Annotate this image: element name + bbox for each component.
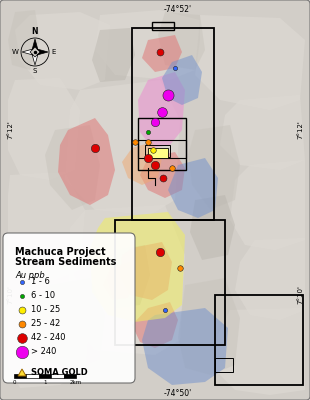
Bar bbox=[64, 374, 76, 378]
Polygon shape bbox=[8, 10, 40, 70]
Text: 42 - 240: 42 - 240 bbox=[31, 334, 65, 342]
Polygon shape bbox=[107, 245, 150, 308]
Bar bbox=[138, 118, 186, 170]
Text: 6 - 10: 6 - 10 bbox=[31, 292, 55, 300]
Polygon shape bbox=[58, 118, 115, 205]
Text: -74°52': -74°52' bbox=[164, 6, 192, 14]
Polygon shape bbox=[220, 95, 305, 170]
Text: 7°12': 7°12' bbox=[7, 121, 13, 139]
Text: Stream Sediments: Stream Sediments bbox=[15, 257, 116, 267]
Text: -74°50': -74°50' bbox=[164, 388, 192, 398]
Polygon shape bbox=[215, 308, 305, 395]
Polygon shape bbox=[138, 72, 185, 148]
Text: 7°10': 7°10' bbox=[7, 286, 13, 304]
Polygon shape bbox=[120, 242, 172, 300]
Polygon shape bbox=[22, 49, 33, 55]
Polygon shape bbox=[35, 278, 105, 370]
Polygon shape bbox=[8, 172, 85, 280]
Bar bbox=[14, 374, 26, 378]
Polygon shape bbox=[230, 160, 305, 250]
Text: 7°12': 7°12' bbox=[297, 121, 303, 139]
Text: 1: 1 bbox=[43, 380, 47, 385]
Polygon shape bbox=[32, 39, 38, 50]
Polygon shape bbox=[18, 369, 26, 376]
Bar bbox=[215, 295, 303, 385]
Polygon shape bbox=[188, 125, 240, 210]
Text: Machuca Project: Machuca Project bbox=[15, 247, 106, 257]
Bar bbox=[51, 374, 64, 378]
Polygon shape bbox=[140, 152, 185, 198]
Bar bbox=[39, 374, 51, 378]
Bar bbox=[132, 28, 214, 220]
Bar bbox=[152, 22, 174, 30]
Polygon shape bbox=[8, 265, 90, 388]
Bar bbox=[26, 374, 39, 378]
Polygon shape bbox=[8, 78, 80, 180]
Polygon shape bbox=[235, 238, 305, 320]
Polygon shape bbox=[92, 28, 135, 82]
Polygon shape bbox=[195, 15, 305, 110]
Text: W: W bbox=[12, 49, 19, 55]
Bar bbox=[115, 220, 225, 345]
Text: 2km: 2km bbox=[70, 380, 82, 385]
Bar bbox=[215, 358, 233, 372]
Polygon shape bbox=[158, 12, 205, 70]
Polygon shape bbox=[15, 12, 110, 90]
Text: Au ppb: Au ppb bbox=[15, 271, 45, 280]
Text: 1 - 6: 1 - 6 bbox=[31, 278, 50, 286]
Polygon shape bbox=[32, 54, 38, 65]
Text: N: N bbox=[32, 27, 38, 36]
Bar bbox=[138, 140, 186, 158]
Polygon shape bbox=[90, 212, 185, 322]
Text: SOMA GOLD: SOMA GOLD bbox=[31, 368, 88, 377]
Polygon shape bbox=[45, 125, 100, 210]
Text: 7°10': 7°10' bbox=[297, 286, 303, 304]
Text: 0: 0 bbox=[12, 380, 16, 385]
Polygon shape bbox=[65, 80, 180, 215]
Polygon shape bbox=[162, 55, 202, 105]
Polygon shape bbox=[37, 49, 48, 55]
Polygon shape bbox=[142, 308, 228, 385]
Polygon shape bbox=[132, 302, 178, 348]
Text: > 240: > 240 bbox=[31, 348, 56, 356]
Bar bbox=[145, 145, 170, 157]
Text: 10 - 25: 10 - 25 bbox=[31, 306, 60, 314]
Text: 25 - 42: 25 - 42 bbox=[31, 320, 60, 328]
Polygon shape bbox=[68, 205, 185, 355]
Polygon shape bbox=[103, 262, 135, 300]
Text: E: E bbox=[51, 49, 55, 55]
Polygon shape bbox=[142, 35, 182, 72]
FancyBboxPatch shape bbox=[3, 233, 135, 383]
Polygon shape bbox=[190, 195, 235, 260]
Polygon shape bbox=[168, 158, 218, 218]
Polygon shape bbox=[95, 10, 200, 80]
Bar bbox=[148, 148, 168, 158]
Polygon shape bbox=[122, 142, 162, 185]
Text: S: S bbox=[33, 68, 37, 74]
Polygon shape bbox=[178, 278, 240, 375]
